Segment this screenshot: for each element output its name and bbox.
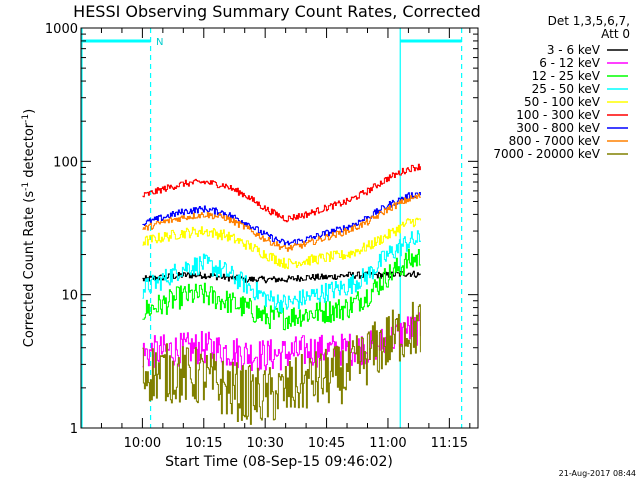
- x-tick-label: 11:00: [369, 436, 406, 451]
- y-axis: 1 10 100 1000: [45, 22, 478, 437]
- legend-label: 100 - 300 keV: [516, 108, 600, 122]
- y-axis-label: Corrected Count Rate (s-1 detector-1): [21, 109, 37, 347]
- y-axis-label-sup2: -1: [21, 114, 31, 123]
- x-tick-label: 10:00: [124, 436, 161, 451]
- series-group: [142, 163, 421, 425]
- series-line: [142, 192, 421, 246]
- x-tick-label: 10:15: [185, 436, 222, 451]
- series-line: [142, 230, 421, 314]
- series-line: [142, 163, 421, 223]
- legend-label: 50 - 100 keV: [524, 95, 601, 109]
- legend-label: 6 - 12 keV: [539, 56, 601, 70]
- x-tick-label: 11:15: [431, 436, 468, 451]
- series-line: [142, 193, 421, 252]
- x-axis: 10:00 10:15 10:30 10:45 11:00 11:15: [100, 28, 471, 451]
- x-axis-label: Start Time (08-Sep-15 09:46:02): [165, 454, 393, 470]
- y-axis-label-part1: Corrected Count Rate (s: [22, 191, 37, 348]
- y-axis-label-sup1: -1: [21, 182, 31, 191]
- y-tick-label: 10: [61, 289, 78, 304]
- y-axis-label-part3: ): [22, 109, 37, 114]
- legend-label: 7000 - 20000 keV: [493, 147, 600, 161]
- marker-label-n: N: [156, 37, 163, 48]
- y-tick-label: 100: [53, 155, 78, 170]
- y-tick-label: 1000: [45, 22, 78, 37]
- legend-header-line1: Det 1,3,5,6,7,: [548, 14, 630, 28]
- legend-label: 12 - 25 keV: [532, 69, 601, 83]
- plot-frame: [80, 27, 479, 429]
- chart-title: HESSI Observing Summary Count Rates, Cor…: [73, 2, 481, 21]
- legend-header-line2: Att 0: [601, 27, 630, 41]
- series-line: [142, 217, 421, 270]
- series-line: [142, 301, 421, 425]
- legend-label: 3 - 6 keV: [547, 43, 601, 57]
- legend-label: 300 - 800 keV: [516, 121, 600, 135]
- legend-label: 25 - 50 keV: [532, 82, 601, 96]
- y-axis-label-part2: detector: [22, 122, 37, 182]
- footer-date: 21-Aug-2017 08:44: [559, 469, 636, 478]
- x-tick-label: 10:30: [246, 436, 283, 451]
- y-tick-label: 1: [70, 422, 78, 437]
- x-tick-label: 10:45: [308, 436, 345, 451]
- legend-label: 800 - 7000 keV: [509, 134, 601, 148]
